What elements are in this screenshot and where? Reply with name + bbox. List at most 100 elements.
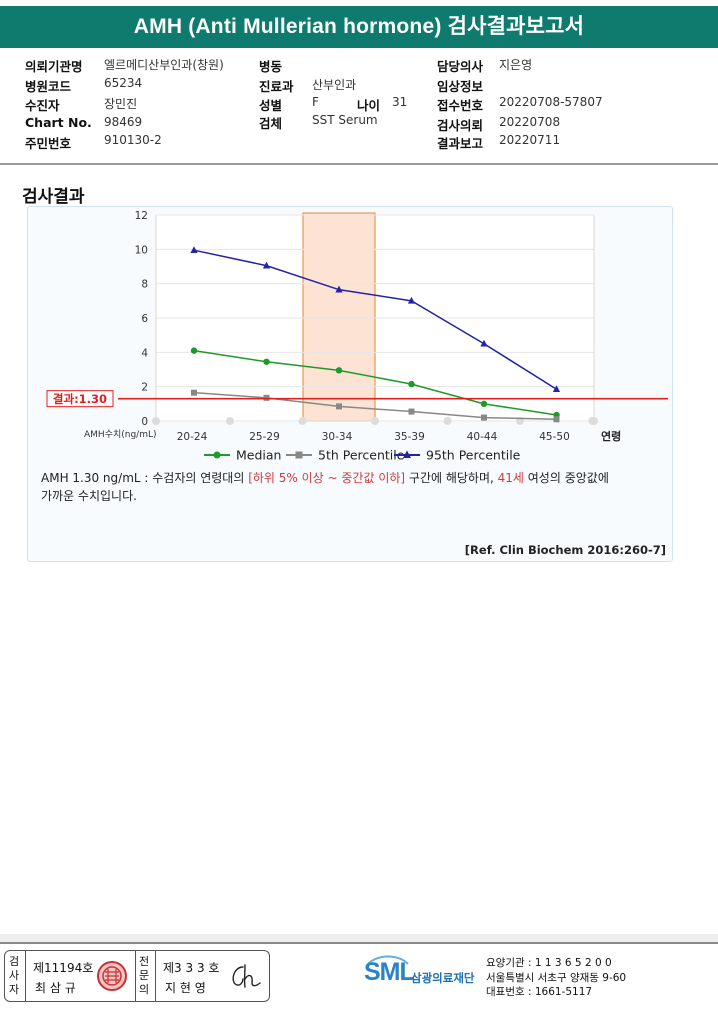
data-point (263, 358, 270, 365)
info-label-hospital-code: 병원코드 (25, 79, 72, 94)
data-point (263, 394, 270, 401)
y-tick-label: 6 (141, 313, 148, 325)
reference: [Ref. Clin Biochem 2016:260-7] (464, 543, 666, 557)
desc-range: [하위 5% 이상 ~ 중간값 이하] (248, 471, 406, 485)
org-logo: SML (364, 958, 415, 986)
info-value-department: 산부인과 (312, 78, 357, 92)
info-label-request-date: 검사의뢰 (437, 118, 484, 133)
legend-label: Median (236, 448, 281, 463)
seal-icon (97, 961, 127, 991)
desc-part3: 여성의 중앙값에 (523, 471, 609, 485)
x-axis-label: 연령 (601, 429, 621, 443)
info-label-sex: 성별 (259, 98, 283, 113)
specialist-license: 제3 3 3 호 (163, 961, 220, 975)
info-divider (0, 163, 718, 165)
info-value-institution: 엘르메디산부인과(창원) (104, 58, 224, 72)
info-value-specimen: SST Serum (312, 113, 378, 127)
y-tick-label: 10 (135, 244, 148, 256)
footer-band (0, 934, 718, 942)
axis-dot (590, 417, 598, 425)
y-tick-label: 0 (141, 416, 148, 428)
info-label-department: 진료과 (259, 79, 294, 94)
y-tick-label: 4 (141, 347, 148, 359)
result-panel: 0 2 4 6 8 10 12 20-24 25-29 30-34 35-39 40-44 45-50 연… (27, 206, 673, 562)
info-value-patient: 장민진 (104, 97, 138, 111)
org-code: 요양기관 : 1 1 3 6 5 2 0 0 (486, 957, 612, 969)
data-point (262, 261, 271, 269)
info-label-chart-no: Chart No. (25, 115, 92, 130)
info-label-receipt-no: 접수번호 (437, 98, 484, 113)
examiner-label: 검사자 (8, 955, 20, 996)
specialist-name: 지 현 영 (165, 981, 206, 995)
y-tick-label: 2 (141, 382, 148, 394)
data-point (190, 347, 198, 354)
org-phone: 대표번호 : 1661-5117 (486, 986, 593, 998)
info-value-hospital-code: 65234 (104, 76, 143, 90)
sign-divider (155, 951, 156, 1001)
org-name: 삼광의료재단 (411, 971, 475, 985)
y-tick-label: 12 (135, 210, 148, 222)
data-point (480, 400, 488, 408)
axis-dot (152, 417, 160, 425)
info-value-chart-no: 98469 (104, 115, 143, 129)
axis-dot (298, 417, 307, 425)
sign-divider (25, 951, 26, 1001)
data-point (480, 339, 488, 347)
legend-label: 5th Percentile (318, 448, 405, 463)
data-point (335, 285, 343, 293)
data-point (190, 246, 198, 253)
data-point (191, 389, 197, 396)
section-title: 검사결과 (22, 187, 85, 207)
desc-line2: 가까운 수치입니다. (41, 489, 137, 503)
series-line (193, 249, 557, 390)
report-header: AMH (Anti Mullerian hormone) 검사결과보고서 (0, 6, 718, 48)
result-label: 결과:1.30 (53, 392, 107, 406)
highlight-band (302, 212, 376, 422)
data-point (481, 414, 487, 421)
org-contact: 요양기관 : 1 1 3 6 5 2 0 0 서울특별시 서초구 양재동 9-6… (486, 956, 626, 1000)
info-value-age: 31 (392, 95, 408, 109)
examiner-name: 최 삼 규 (35, 981, 76, 995)
footer-divider (0, 942, 718, 944)
legend-label: 95th Percentile (426, 448, 521, 463)
signature-box: 검사자 제11194호 최 삼 규 전문의 제3 3 3 호 지 현 영 (4, 950, 270, 1002)
legend-marker (403, 450, 411, 458)
sign-divider (135, 951, 136, 1001)
info-label-report-date: 결과보고 (437, 136, 484, 151)
series-line (193, 391, 557, 421)
desc-part1: AMH 1.30 ng/mL : 수검자의 연령대의 (41, 471, 249, 485)
axis-dot (443, 417, 452, 425)
data-point (553, 416, 560, 423)
result-label-box (46, 390, 114, 408)
org-address: 서울특별시 서초구 양재동 9-60 (486, 971, 627, 984)
info-value-sex: F (312, 95, 319, 109)
desc-age: 41세 (497, 471, 524, 485)
info-label-id-number: 주민번호 (25, 136, 72, 151)
x-tick-label: 40-44 (467, 431, 498, 443)
legend-marker (213, 451, 221, 459)
info-value-doctor: 지은영 (499, 58, 533, 72)
report-title: AMH (Anti Mullerian hormone) 검사결과보고서 (133, 15, 585, 38)
result-description: AMH 1.30 ng/mL : 수검자의 연령대의 [하위 5% 이상 ~ 중… (41, 469, 671, 505)
series-line (193, 349, 557, 416)
data-point (335, 367, 343, 374)
y-axis-label: AMH수치(ng/mL) (84, 428, 157, 440)
info-label-doctor: 담당의사 (437, 59, 484, 74)
signature-icon (232, 964, 261, 988)
specialist-label: 전문의 (138, 955, 150, 996)
data-point (552, 385, 561, 393)
info-value-report-date: 20220711 (499, 133, 561, 147)
data-point (336, 403, 342, 410)
axis-dot (226, 417, 234, 425)
info-value-request-date: 20220708 (499, 115, 561, 129)
y-tick-label: 8 (141, 279, 148, 291)
data-point (407, 296, 416, 304)
amh-chart: 0 2 4 6 8 10 12 20-24 25-29 30-34 35-39 40-44 45-50 연… (46, 210, 668, 463)
x-tick-label: 20-24 (177, 431, 208, 443)
sml-logo-icon (367, 955, 409, 965)
info-label-patient: 수진자 (25, 98, 60, 113)
info-label-ward: 병동 (259, 59, 283, 74)
info-label-institution: 의뢰기관명 (25, 59, 83, 74)
patient-info: 의뢰기관명 엘르메디산부인과(창원) 병원코드 65234 수진자 장민진 Ch… (0, 50, 718, 164)
x-tick-label: 30-34 (322, 431, 353, 443)
